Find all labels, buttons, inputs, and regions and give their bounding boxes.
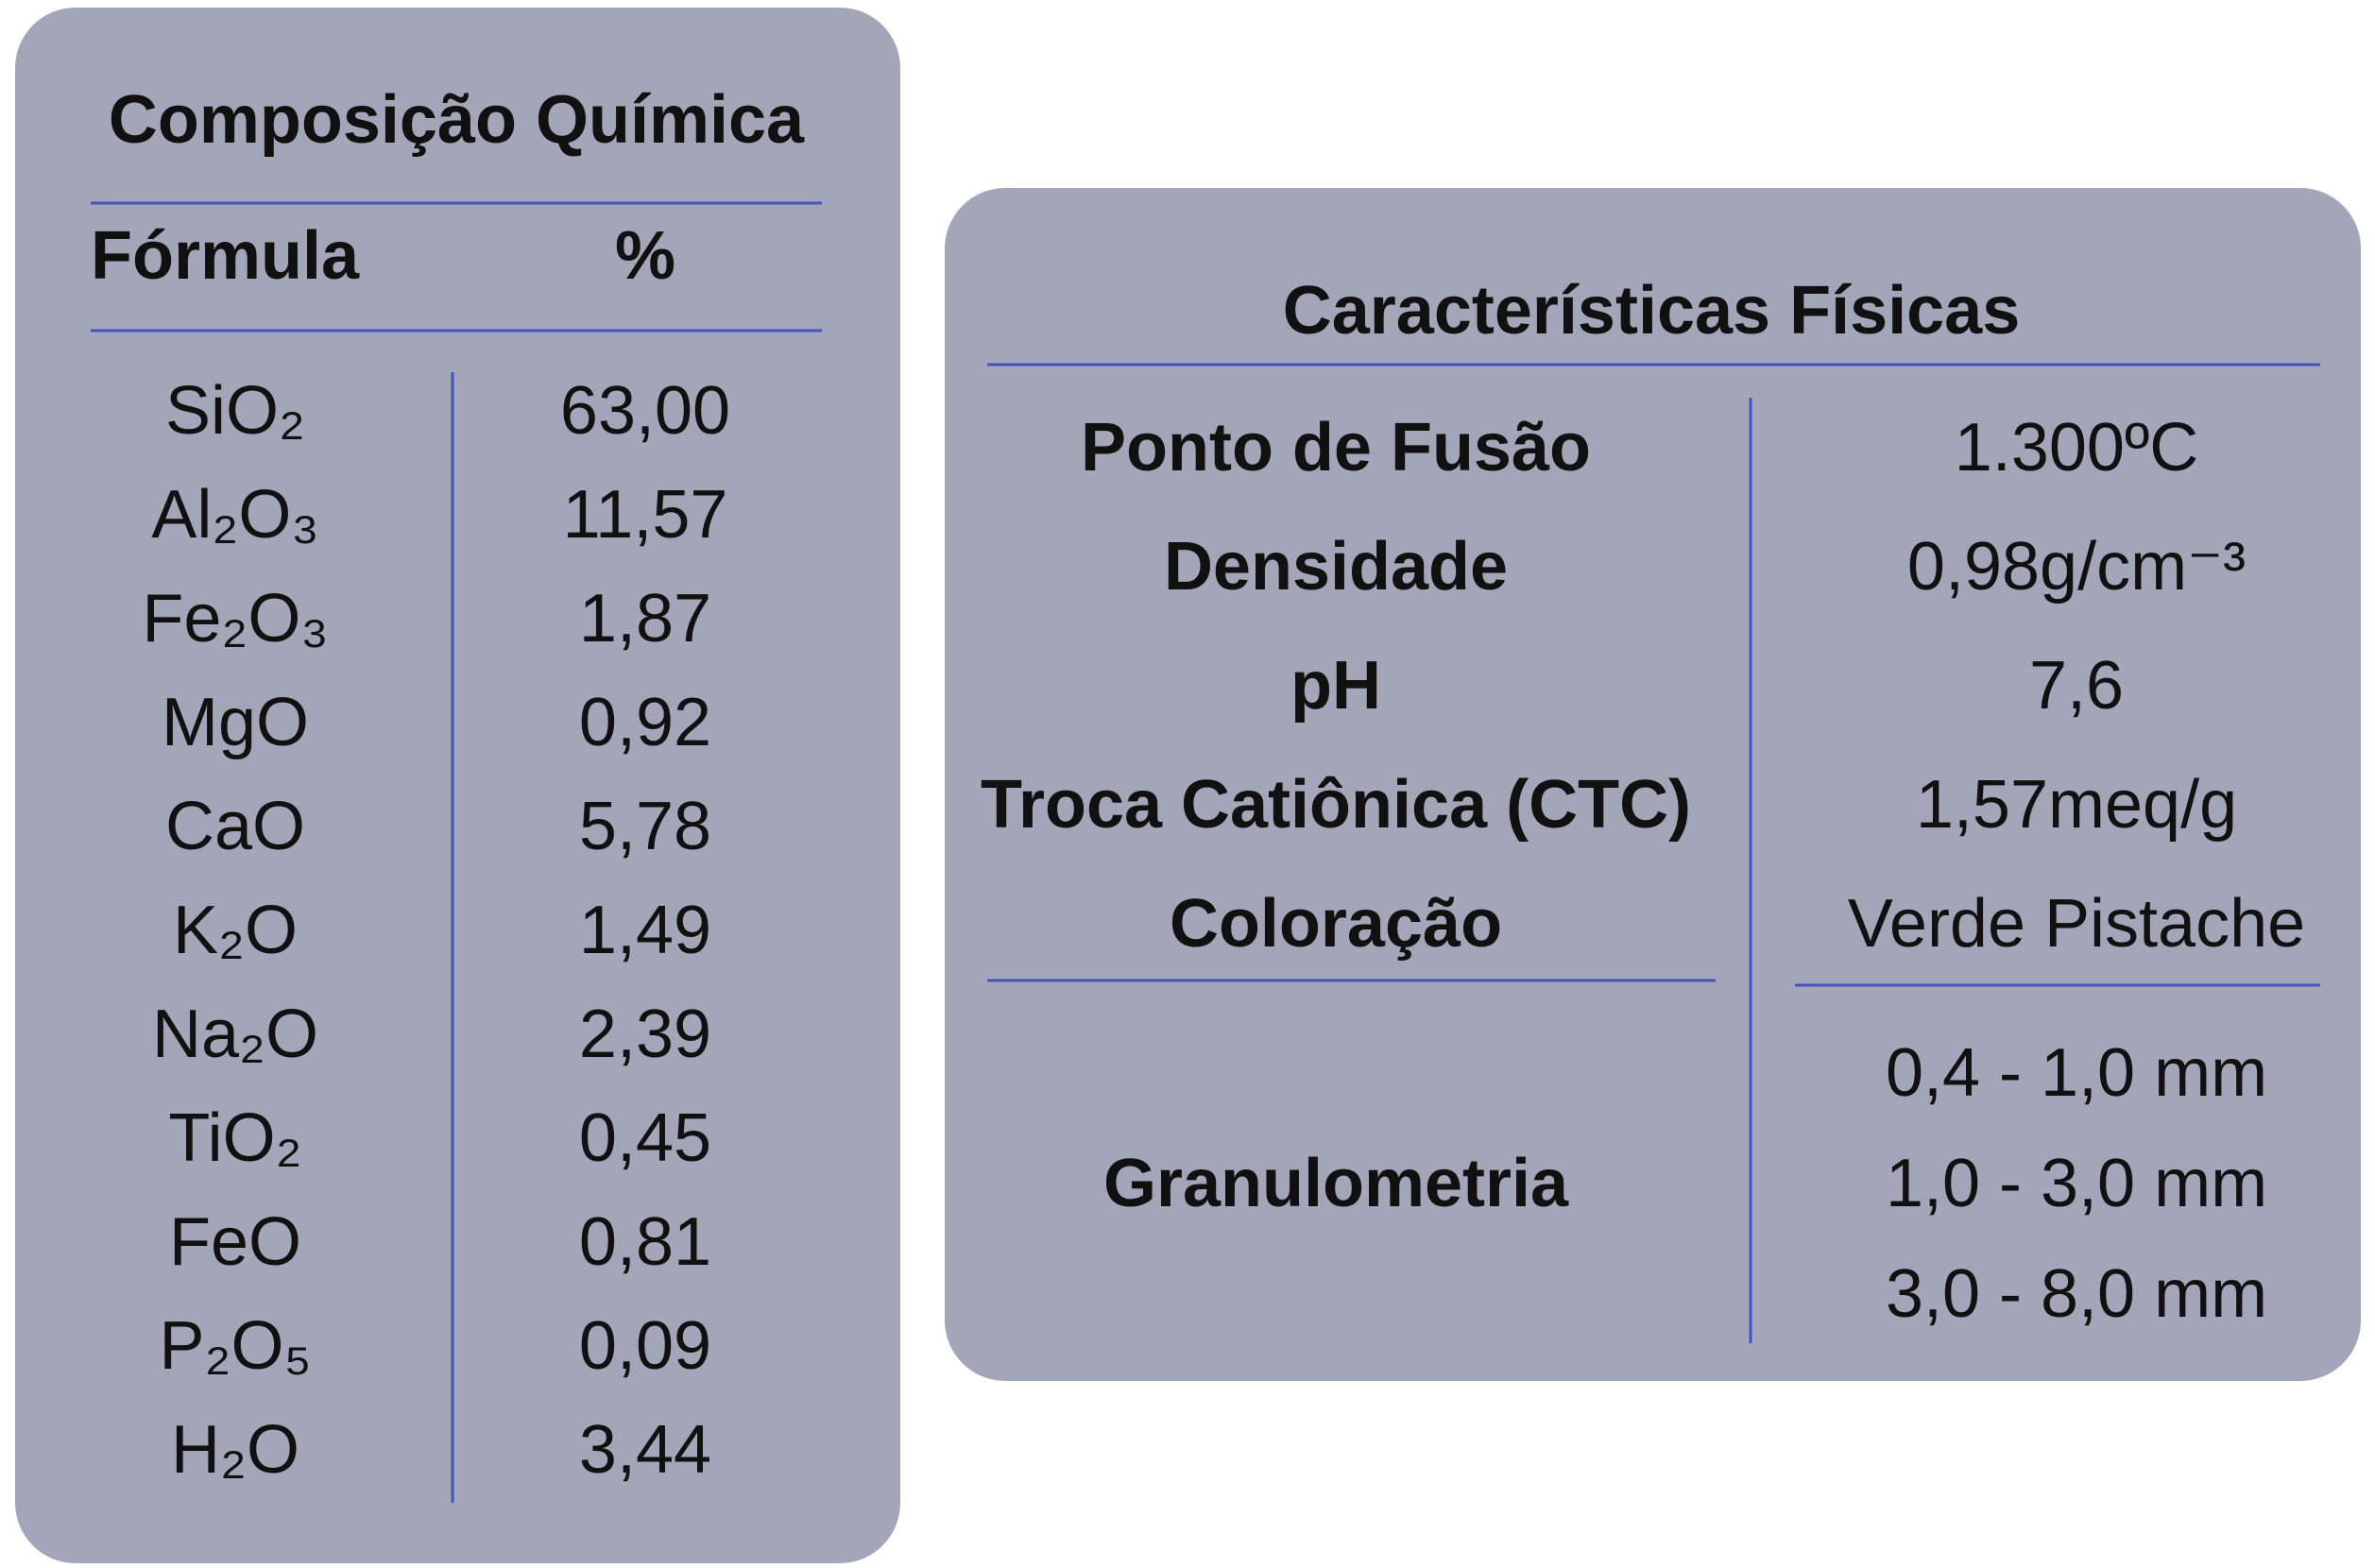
percent-cell: 5,78 bbox=[579, 789, 711, 864]
property-label: pH bbox=[1290, 648, 1381, 724]
physical-panel bbox=[945, 188, 2361, 1381]
percent-cell: 0,09 bbox=[579, 1308, 711, 1384]
composition-title: Composição Química bbox=[109, 82, 805, 158]
property-label: Troca Catiônica (CTC) bbox=[981, 767, 1691, 843]
granulometry-value: 3,0 - 8,0 mm bbox=[1886, 1256, 2267, 1332]
percent-cell: 3,44 bbox=[579, 1412, 711, 1488]
property-label: Coloração bbox=[1170, 886, 1502, 962]
percent-cell: 0,81 bbox=[579, 1204, 711, 1280]
formula-cell: MgO bbox=[162, 685, 309, 760]
header-cell: Fórmula bbox=[91, 218, 360, 294]
property-label: Densidade bbox=[1164, 529, 1508, 605]
property-value: Verde Pistache bbox=[1848, 886, 2305, 962]
granulometry-value: 1,0 - 3,0 mm bbox=[1886, 1146, 2267, 1221]
granulometry-value: 0,4 - 1,0 mm bbox=[1886, 1035, 2267, 1111]
formula-cell: K₂O bbox=[173, 893, 298, 968]
property-value: 0,98g/cm⁻³ bbox=[1907, 529, 2246, 605]
granulometry-label: Granulometria bbox=[1103, 1146, 1569, 1221]
formula-cell: Al₂O₃ bbox=[151, 477, 318, 553]
physical-title: Características Físicas bbox=[1283, 273, 2021, 349]
composition-panel bbox=[15, 8, 900, 1563]
formula-cell: TiO₂ bbox=[168, 1100, 301, 1176]
percent-cell: 2,39 bbox=[579, 997, 711, 1072]
formula-cell: CaO bbox=[165, 789, 305, 864]
property-value: 1,57meq/g bbox=[1916, 767, 2237, 843]
percent-cell: 11,57 bbox=[563, 477, 728, 553]
property-value: 1.300ºC bbox=[1955, 410, 2198, 486]
formula-cell: FeO bbox=[169, 1204, 301, 1280]
formula-cell: P₂O₅ bbox=[160, 1308, 312, 1384]
percent-cell: 1,87 bbox=[579, 581, 711, 656]
percent-cell: 1,49 bbox=[579, 893, 711, 968]
formula-cell: Na₂O bbox=[152, 997, 318, 1072]
formula-cell: H₂O bbox=[171, 1412, 299, 1488]
percent-cell: 63,00 bbox=[560, 373, 730, 449]
percent-cell: 0,92 bbox=[579, 685, 711, 760]
percent-cell: 0,45 bbox=[579, 1100, 711, 1176]
formula-cell: SiO₂ bbox=[165, 373, 305, 449]
property-label: Ponto de Fusão bbox=[1081, 410, 1591, 486]
header-cell: % bbox=[615, 218, 675, 294]
property-value: 7,6 bbox=[2029, 648, 2124, 724]
formula-cell: Fe₂O₃ bbox=[142, 581, 328, 656]
